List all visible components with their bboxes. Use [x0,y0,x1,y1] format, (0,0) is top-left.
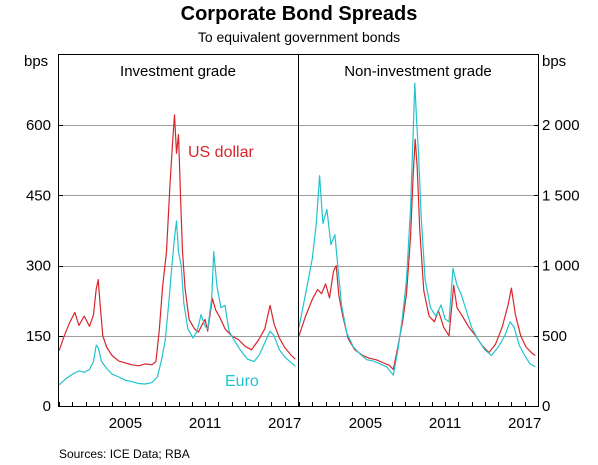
chart-title: Corporate Bond Spreads [181,3,418,25]
x-tick-label: 2017 [268,415,301,432]
left-tick-label: 450 [26,187,51,204]
us-dollar-series-label: US dollar [188,144,254,161]
x-tick-label: 2011 [429,415,461,432]
series-lines [58,82,536,386]
non-investment-grade-panel-frame [298,54,539,407]
non-investment-grade-euro-line [298,82,536,376]
x-tick-label: 2017 [508,415,541,432]
right-tick-label: 500 [542,328,567,345]
right-axis-unit: bps [542,53,566,70]
left-tick-label: 300 [26,258,51,275]
x-tick-label: 2011 [189,415,221,432]
panel-title-investment-grade: Investment grade [120,63,236,80]
x-tick-label: 2005 [109,415,142,432]
left-axis-tick-labels: 0 150 300 450 600 [26,117,51,415]
source-note: Sources: ICE Data; RBA [59,447,190,461]
x-tick-label: 2005 [349,415,382,432]
right-axis-tick-labels: 0 500 1 000 1 500 2 000 [542,117,580,415]
left-axis-unit: bps [24,53,48,70]
left-tick-label: 0 [43,398,51,415]
right-tick-label: 0 [542,398,550,415]
axis-ticks [58,125,539,407]
right-tick-label: 1 000 [542,258,580,275]
investment-grade-us-dollar-line [58,114,296,367]
left-tick-label: 600 [26,117,51,134]
panel-title-non-investment-grade: Non-investment grade [344,63,492,80]
left-tick-label: 150 [26,328,51,345]
right-tick-label: 1 500 [542,187,580,204]
chart-subtitle: To equivalent government bonds [198,29,400,45]
right-tick-label: 2 000 [542,117,580,134]
investment-grade-euro-line [58,220,296,386]
euro-series-label: Euro [225,373,259,390]
non-investment-grade-us-dollar-line [298,138,536,371]
x-axis-tick-labels: 2005 2011 2017 2005 2011 2017 [109,415,542,432]
